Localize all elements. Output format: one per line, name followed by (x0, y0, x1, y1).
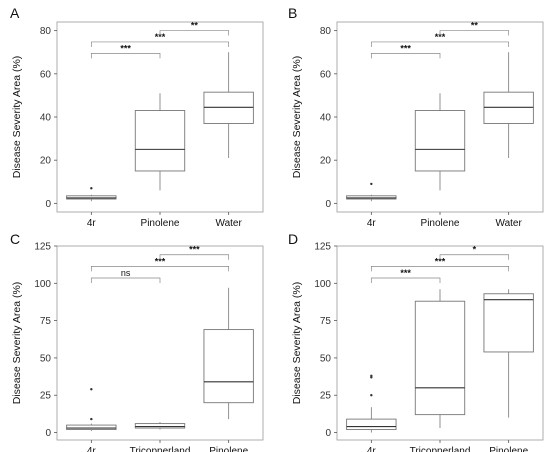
box-4r (66, 388, 117, 432)
x-tick-label: 4r (87, 446, 97, 452)
significance-bracket (370, 53, 441, 59)
x-tick-label: Water (496, 218, 523, 229)
significance-bracket (90, 277, 161, 284)
y-axis-label: Disease Severity Area (%) (11, 56, 23, 179)
significance-label: *** (435, 256, 446, 266)
significance-bracket (159, 30, 230, 36)
significance-label: *** (400, 268, 411, 278)
x-tick-label: Pinolene (209, 446, 248, 452)
significance-bracket (370, 277, 441, 284)
iqr-box (414, 110, 466, 172)
significance-label: ** (471, 21, 479, 31)
x-tick-label: Tricopperland (410, 446, 471, 452)
significance-label: *** (435, 32, 446, 42)
outlier-point (370, 374, 373, 378)
y-tick-label: 20 (320, 156, 332, 167)
iqr-box (134, 423, 186, 429)
y-axis-label: Disease Severity Area (%) (291, 56, 303, 179)
outlier-point (90, 187, 93, 190)
panel-label: D (288, 231, 298, 247)
box-pinolene (414, 93, 466, 191)
y-tick-label: 125 (34, 242, 51, 253)
significance-bracket (90, 266, 230, 272)
y-tick-label: 100 (314, 279, 331, 290)
y-tick-label: 25 (40, 391, 52, 402)
x-tick-label: Water (216, 218, 243, 229)
box-4r (66, 187, 117, 202)
y-tick-label: 125 (314, 242, 331, 253)
significance-bracket (370, 266, 510, 272)
y-tick-label: 60 (320, 69, 332, 80)
panel-d: D 0 25 50 75 100 125 Disease Severity Area (%) 4… (288, 231, 544, 452)
y-tick-label: 75 (320, 316, 332, 327)
y-tick-label: 75 (40, 316, 52, 327)
significance-bracket (439, 30, 510, 36)
panel-a: A 0 20 40 60 80 Disease Severity Area (%) 4r Pin… (10, 5, 264, 229)
box-tricopperland (134, 422, 186, 430)
y-tick-label: 60 (40, 69, 52, 80)
y-tick-label: 80 (320, 26, 332, 37)
box-water (203, 52, 254, 159)
y-tick-label: 0 (325, 428, 331, 439)
iqr-box (203, 329, 254, 404)
y-tick-label: 0 (45, 199, 51, 210)
y-tick-label: 20 (40, 156, 52, 167)
outlier-point (370, 182, 373, 186)
significance-label: * (473, 245, 477, 255)
y-tick-label: 100 (34, 279, 51, 290)
iqr-box (66, 424, 117, 431)
panel-c: C 0 25 50 75 100 125 Disease Severity Area (%) 4… (10, 231, 264, 452)
outlier-point (370, 394, 373, 397)
box-tricopperland (414, 289, 466, 429)
y-axis-label: Disease Severity Area (%) (291, 282, 303, 405)
panel-label: B (288, 5, 297, 21)
y-tick-label: 40 (320, 113, 332, 124)
box-pinolene (203, 287, 254, 420)
box-pinolene (134, 93, 186, 191)
x-tick-label: 4r (367, 446, 377, 452)
significance-label: ns (121, 268, 131, 278)
x-tick-label: 4r (87, 218, 97, 229)
significance-bracket (159, 254, 230, 260)
iqr-box (483, 293, 534, 353)
outlier-point (90, 388, 93, 391)
panel-b: B 0 20 40 60 80 Disease Severity Area (%) 4r Pin… (288, 5, 544, 229)
significance-bracket (90, 41, 230, 47)
significance-label: *** (189, 245, 200, 255)
y-tick-label: 0 (325, 199, 331, 210)
significance-label: *** (120, 43, 131, 53)
x-tick-label: Tricopperland (130, 446, 191, 452)
y-axis-label: Disease Severity Area (%) (11, 282, 23, 405)
x-tick-label: Pinolene (421, 218, 460, 229)
y-tick-label: 0 (45, 428, 51, 439)
panel-label: C (10, 231, 20, 247)
y-tick-label: 50 (320, 353, 332, 364)
iqr-box (346, 418, 397, 431)
outlier-point (90, 417, 93, 421)
x-tick-label: Pinolene (489, 446, 528, 452)
iqr-box (134, 110, 186, 172)
box-4r (346, 374, 397, 433)
significance-label: *** (400, 43, 411, 53)
x-tick-label: Pinolene (141, 218, 180, 229)
significance-label: ** (191, 21, 199, 31)
box-pinolene (483, 289, 534, 418)
iqr-box (414, 300, 466, 416)
significance-label: *** (155, 256, 166, 266)
box-water (483, 52, 534, 159)
significance-label: *** (155, 32, 166, 42)
box-4r (346, 182, 397, 202)
significance-bracket (90, 53, 161, 59)
panel-label: A (10, 5, 20, 21)
y-tick-label: 50 (40, 353, 52, 364)
y-tick-label: 25 (320, 391, 332, 402)
significance-bracket (439, 254, 510, 260)
y-tick-label: 40 (40, 113, 52, 124)
x-tick-label: 4r (367, 218, 377, 229)
significance-bracket (370, 41, 510, 47)
y-tick-label: 80 (40, 26, 52, 37)
